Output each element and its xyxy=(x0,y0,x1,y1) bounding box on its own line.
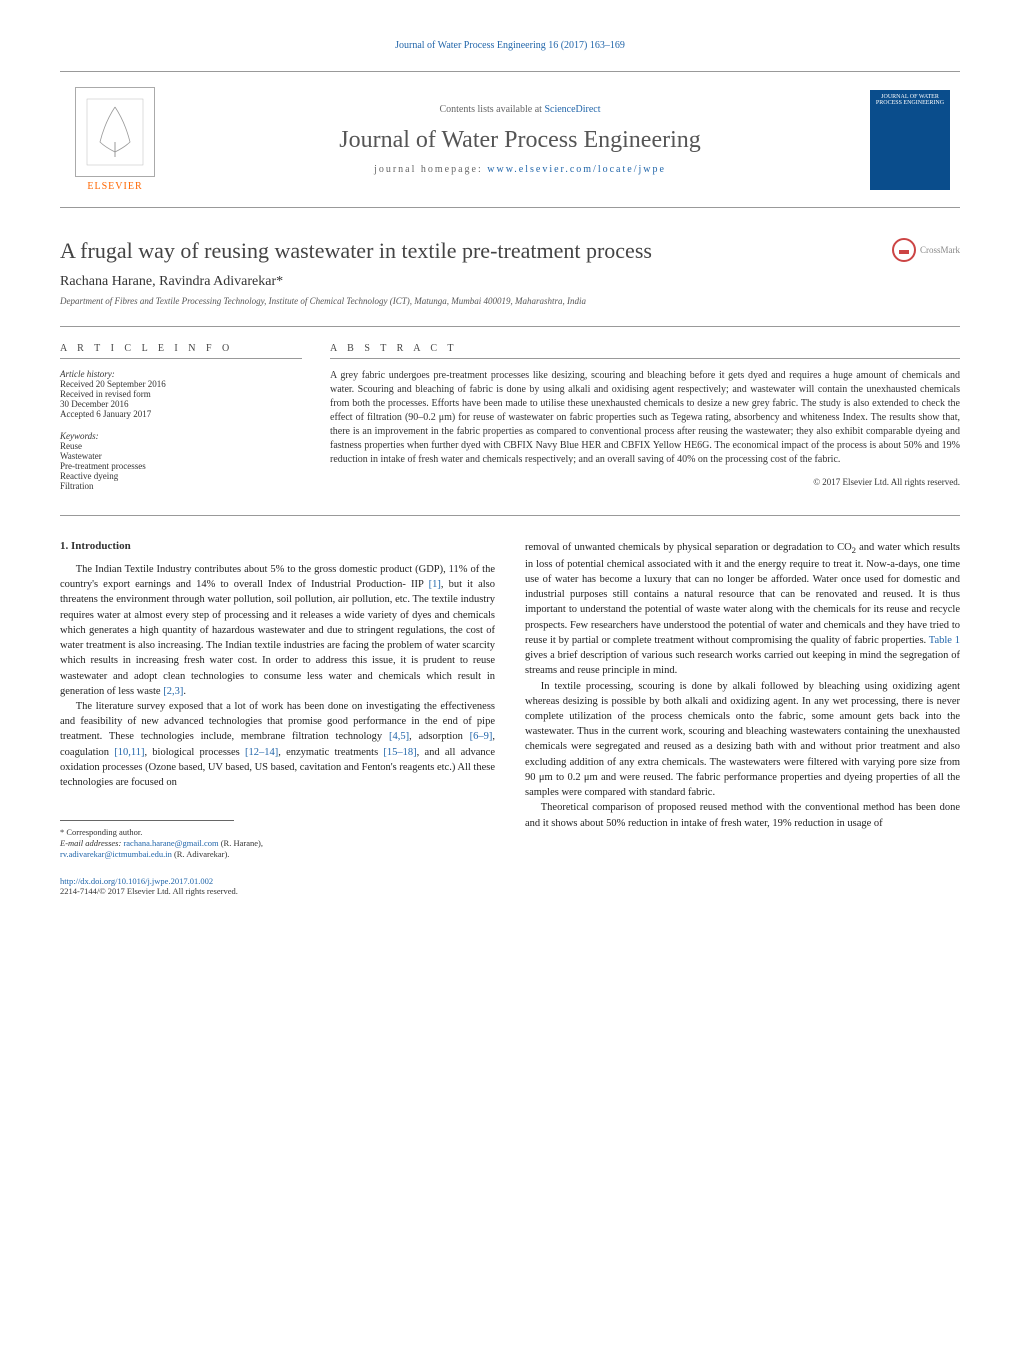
article-header: CrossMark A frugal way of reusing wastew… xyxy=(60,238,960,306)
footnote-separator xyxy=(60,820,234,821)
doi-block: http://dx.doi.org/10.1016/j.jwpe.2017.01… xyxy=(60,876,495,896)
journal-masthead: ELSEVIER Contents lists available at Sci… xyxy=(60,71,960,208)
email-attribution: (R. Harane), xyxy=(219,838,263,848)
section-divider xyxy=(60,515,960,516)
body-text: , enzymatic treatments xyxy=(278,747,383,758)
keyword: Pre-treatment processes xyxy=(60,461,302,471)
abstract-column: A B S T R A C T A grey fabric undergoes … xyxy=(330,343,960,491)
citation-link[interactable]: [15–18] xyxy=(383,747,416,758)
history-accepted: Accepted 6 January 2017 xyxy=(60,409,302,419)
history-received: Received 20 September 2016 xyxy=(60,379,302,389)
issn-copyright: 2214-7144/© 2017 Elsevier Ltd. All right… xyxy=(60,886,238,896)
body-text: gives a brief description of various suc… xyxy=(525,650,960,676)
intro-para-5: Theoretical comparison of proposed reuse… xyxy=(525,800,960,830)
citation-link[interactable]: [6–9] xyxy=(470,731,493,742)
body-text: removal of unwanted chemicals by physica… xyxy=(525,542,852,553)
body-columns: 1. Introduction The Indian Textile Indus… xyxy=(60,540,960,896)
journal-name: Journal of Water Process Engineering xyxy=(170,127,870,154)
crossmark-label: CrossMark xyxy=(920,245,960,255)
body-text: . xyxy=(183,686,186,697)
affiliation: Department of Fibres and Textile Process… xyxy=(60,296,960,306)
table-link[interactable]: Table 1 xyxy=(929,635,960,646)
citation-link[interactable]: [10,11] xyxy=(114,747,144,758)
author-email-link[interactable]: rachana.harane@gmail.com xyxy=(123,838,218,848)
history-revised-label: Received in revised form xyxy=(60,389,302,399)
homepage-prefix: journal homepage: xyxy=(374,164,487,175)
email-footnote: E-mail addresses: rachana.harane@gmail.c… xyxy=(60,838,495,860)
article-title: A frugal way of reusing wastewater in te… xyxy=(60,238,960,264)
doi-link[interactable]: http://dx.doi.org/10.1016/j.jwpe.2017.01… xyxy=(60,876,213,886)
info-abstract-row: A R T I C L E I N F O Article history: R… xyxy=(60,326,960,491)
keyword: Wastewater xyxy=(60,451,302,461)
cover-thumb-block: JOURNAL OF WATER PROCESS ENGINEERING xyxy=(870,90,960,190)
page: Journal of Water Process Engineering 16 … xyxy=(0,0,1020,936)
abstract-heading: A B S T R A C T xyxy=(330,343,960,359)
intro-para-1: The Indian Textile Industry contributes … xyxy=(60,562,495,699)
sciencedirect-link[interactable]: ScienceDirect xyxy=(544,104,600,115)
homepage-line: journal homepage: www.elsevier.com/locat… xyxy=(170,164,870,175)
article-history-label: Article history: xyxy=(60,369,302,379)
citation-link[interactable]: [1] xyxy=(429,579,441,590)
elsevier-tree-icon xyxy=(75,87,155,177)
keywords-label: Keywords: xyxy=(60,431,302,441)
keyword: Filtration xyxy=(60,481,302,491)
masthead-center: Contents lists available at ScienceDirec… xyxy=(170,104,870,175)
intro-para-4: In textile processing, scouring is done … xyxy=(525,679,960,801)
corresponding-footnote: * Corresponding author. xyxy=(60,827,495,838)
running-header: Journal of Water Process Engineering 16 … xyxy=(60,40,960,51)
author-list: Rachana Harane, Ravindra Adivarekar* xyxy=(60,274,960,290)
author-names: Rachana Harane, Ravindra Adivarekar xyxy=(60,274,276,289)
citation-link[interactable]: [12–14] xyxy=(245,747,278,758)
intro-heading: 1. Introduction xyxy=(60,540,495,552)
crossmark-badge[interactable]: CrossMark xyxy=(892,238,960,262)
citation-link[interactable]: [4,5] xyxy=(389,731,409,742)
intro-para-3: removal of unwanted chemicals by physica… xyxy=(525,540,960,679)
abstract-copyright: © 2017 Elsevier Ltd. All rights reserved… xyxy=(330,477,960,487)
contents-prefix: Contents lists available at xyxy=(439,104,544,115)
left-column: 1. Introduction The Indian Textile Indus… xyxy=(60,540,495,896)
article-info-heading: A R T I C L E I N F O xyxy=(60,343,302,359)
corresponding-marker: * xyxy=(276,274,283,289)
email-label: E-mail addresses: xyxy=(60,838,123,848)
journal-cover-thumb: JOURNAL OF WATER PROCESS ENGINEERING xyxy=(870,90,950,190)
contents-line: Contents lists available at ScienceDirec… xyxy=(170,104,870,115)
publisher-block: ELSEVIER xyxy=(60,87,170,192)
body-text: , biological processes xyxy=(144,747,245,758)
right-column: removal of unwanted chemicals by physica… xyxy=(525,540,960,896)
body-text: , but it also threatens the environment … xyxy=(60,579,495,697)
email-attribution: (R. Adivarekar). xyxy=(172,849,230,859)
body-text: , adsorption xyxy=(409,731,470,742)
journal-homepage-link[interactable]: www.elsevier.com/locate/jwpe xyxy=(487,164,666,175)
keyword: Reuse xyxy=(60,441,302,451)
abstract-text: A grey fabric undergoes pre-treatment pr… xyxy=(330,369,960,467)
author-email-link[interactable]: rv.adivarekar@ictmumbai.edu.in xyxy=(60,849,172,859)
citation-link[interactable]: [2,3] xyxy=(163,686,183,697)
crossmark-icon xyxy=(892,238,916,262)
body-text: and water which results in loss of poten… xyxy=(525,542,960,646)
history-revised-date: 30 December 2016 xyxy=(60,399,302,409)
elsevier-wordmark: ELSEVIER xyxy=(87,181,142,192)
intro-para-2: The literature survey exposed that a lot… xyxy=(60,699,495,790)
keyword: Reactive dyeing xyxy=(60,471,302,481)
article-info-column: A R T I C L E I N F O Article history: R… xyxy=(60,343,330,491)
